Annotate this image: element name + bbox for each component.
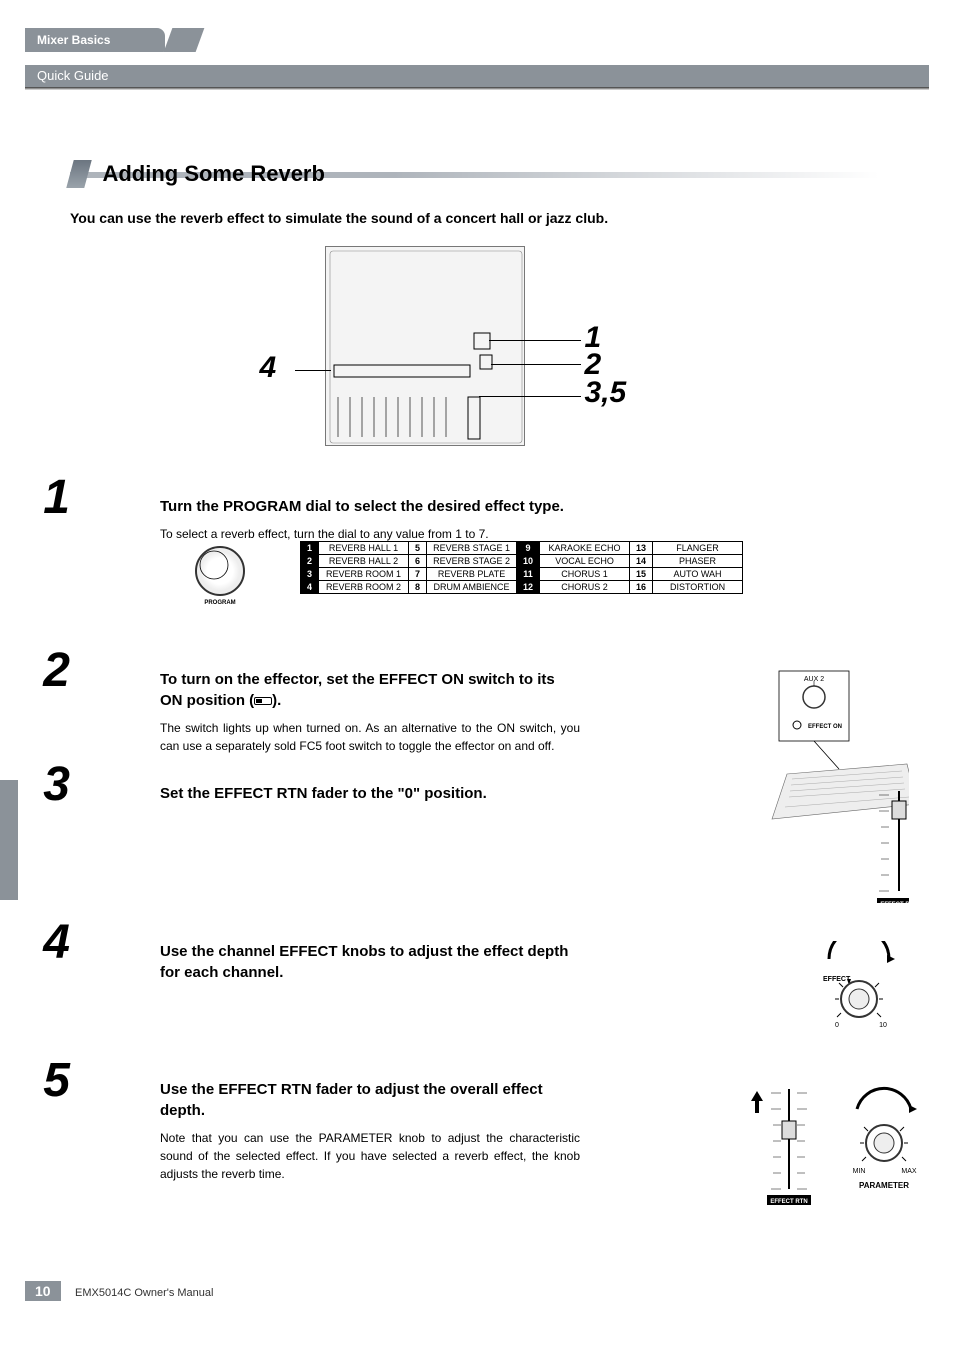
tab-stripes-icon bbox=[168, 28, 208, 52]
effect-label: EFFECT bbox=[823, 976, 851, 983]
program-dial-label: PROGRAM bbox=[190, 600, 250, 606]
effect-name: REVERB ROOM 1 bbox=[319, 568, 409, 581]
chapter-tab: Mixer Basics bbox=[25, 28, 165, 52]
effect-name: DRUM AMBIENCE bbox=[427, 581, 517, 594]
effect-name: KARAOKE ECHO bbox=[540, 542, 630, 555]
step-1: 1 Turn the PROGRAM dial to select the de… bbox=[70, 496, 879, 641]
effect-num: 3 bbox=[301, 568, 319, 581]
page-footer: 10 EMX5014C Owner's Manual bbox=[25, 1281, 929, 1301]
mixer-diagram: 4 1 2 3,5 bbox=[225, 246, 725, 466]
step-number: 5 bbox=[20, 1053, 70, 1108]
section-header: Quick Guide bbox=[25, 65, 929, 87]
param-min-label: MIN bbox=[853, 1168, 866, 1175]
step-title: To turn on the effector, set the EFFECT … bbox=[160, 669, 580, 711]
table-row: 4REVERB ROOM 28DRUM AMBIENCE12CHORUS 216… bbox=[301, 581, 743, 594]
step-body: The switch lights up when turned on. As … bbox=[160, 719, 580, 755]
effect-num: 14 bbox=[630, 555, 653, 568]
effect-name: PHASER bbox=[653, 555, 743, 568]
effect-num: 11 bbox=[517, 568, 540, 581]
step-title-part-b: ). bbox=[272, 692, 281, 709]
effect-num: 10 bbox=[517, 555, 540, 568]
effect-name: CHORUS 1 bbox=[540, 568, 630, 581]
effect-rtn-label: EFFECT RTN bbox=[770, 1199, 807, 1205]
effects-table: 1REVERB HALL 15REVERB STAGE 19KARAOKE EC… bbox=[300, 541, 743, 594]
effect-name: REVERB ROOM 2 bbox=[319, 581, 409, 594]
step-title: Use the channel EFFECT knobs to adjust t… bbox=[160, 941, 580, 983]
page-side-tab bbox=[0, 780, 18, 900]
table-row: 3REVERB ROOM 17REVERB PLATE11CHORUS 115A… bbox=[301, 568, 743, 581]
callout-35: 3,5 bbox=[585, 376, 627, 410]
program-dial-icon: PROGRAM bbox=[190, 546, 250, 621]
step-3-aside: EFFECT RTN bbox=[869, 783, 909, 908]
callout-line bbox=[491, 364, 581, 365]
effect-name: DISTORTION bbox=[653, 581, 743, 594]
effect-name: REVERB HALL 1 bbox=[319, 542, 409, 555]
step-title: Use the EFFECT RTN fader to adjust the o… bbox=[160, 1079, 580, 1121]
effect-name: VOCAL ECHO bbox=[540, 555, 630, 568]
effect-knob-icon: EFFECT 0 10 bbox=[809, 941, 909, 1031]
switch-on-icon bbox=[254, 697, 272, 705]
step-title-part-a: To turn on the effector, set the EFFECT … bbox=[160, 671, 555, 709]
effect-name: REVERB HALL 2 bbox=[319, 555, 409, 568]
section-title-block: Adding Some Reverb bbox=[70, 160, 879, 188]
document-name: EMX5014C Owner's Manual bbox=[75, 1287, 213, 1299]
effect-num: 1 bbox=[301, 542, 319, 555]
step-4: 4 Use the channel EFFECT knobs to adjust… bbox=[70, 941, 879, 1051]
step-number: 1 bbox=[20, 470, 70, 525]
step-3: 3 Set the EFFECT RTN fader to the "0" po… bbox=[70, 783, 879, 913]
effect-name: REVERB STAGE 1 bbox=[427, 542, 517, 555]
dial-ticks-icon bbox=[189, 540, 239, 590]
mixer-box-icon bbox=[325, 246, 525, 446]
mixer-internals-icon bbox=[326, 247, 526, 447]
effect-name: CHORUS 2 bbox=[540, 581, 630, 594]
effect-name: AUTO WAH bbox=[653, 568, 743, 581]
effect-num: 7 bbox=[409, 568, 427, 581]
effect-num: 16 bbox=[630, 581, 653, 594]
callout-4: 4 bbox=[260, 351, 277, 385]
effect-num: 4 bbox=[301, 581, 319, 594]
param-max-label: MAX bbox=[901, 1168, 917, 1175]
step-body: Note that you can use the PARAMETER knob… bbox=[160, 1129, 580, 1183]
step-4-aside: EFFECT 0 10 bbox=[809, 941, 909, 1036]
effect-num: 13 bbox=[630, 542, 653, 555]
effect-num: 12 bbox=[517, 581, 540, 594]
effect-name: FLANGER bbox=[653, 542, 743, 555]
effect-name: REVERB STAGE 2 bbox=[427, 555, 517, 568]
knob-max-label: 10 bbox=[879, 1022, 887, 1029]
header-rule bbox=[25, 87, 929, 90]
step-number: 4 bbox=[20, 915, 70, 970]
effect-num: 5 bbox=[409, 542, 427, 555]
effect-num: 8 bbox=[409, 581, 427, 594]
fader-icon: EFFECT RTN bbox=[869, 783, 909, 903]
step-2: 2 To turn on the effector, set the EFFEC… bbox=[70, 669, 879, 755]
effect-num: 9 bbox=[517, 542, 540, 555]
step-title: Turn the PROGRAM dial to select the desi… bbox=[160, 496, 580, 517]
effect-num: 15 bbox=[630, 568, 653, 581]
table-row: 1REVERB HALL 15REVERB STAGE 19KARAOKE EC… bbox=[301, 542, 743, 555]
step-5-aside: EFFECT RTN MIN MAX PARAMETER bbox=[739, 1079, 929, 1214]
table-row: 2REVERB HALL 26REVERB STAGE 210VOCAL ECH… bbox=[301, 555, 743, 568]
step-number: 3 bbox=[20, 757, 70, 812]
effect-name: REVERB PLATE bbox=[427, 568, 517, 581]
step-5: 5 Use the EFFECT RTN fader to adjust the… bbox=[70, 1079, 879, 1219]
effect-num: 2 bbox=[301, 555, 319, 568]
section-title: Adding Some Reverb bbox=[102, 161, 324, 187]
callout-line bbox=[295, 370, 331, 371]
section-intro: You can use the reverb effect to simulat… bbox=[70, 210, 879, 226]
effect-num: 6 bbox=[409, 555, 427, 568]
effect-rtn-label: EFFECT RTN bbox=[880, 902, 909, 903]
page-number: 10 bbox=[25, 1281, 61, 1301]
parameter-label: PARAMETER bbox=[859, 1181, 909, 1190]
step-title: Set the EFFECT RTN fader to the "0" posi… bbox=[160, 783, 580, 804]
step-number: 2 bbox=[20, 643, 70, 698]
callout-line bbox=[479, 396, 581, 397]
fader-parameter-icon: EFFECT RTN MIN MAX PARAMETER bbox=[739, 1079, 929, 1209]
section-flag-icon bbox=[66, 160, 92, 188]
effect-on-label: EFFECT ON bbox=[808, 724, 842, 730]
knob-min-label: 0 bbox=[835, 1022, 839, 1029]
callout-line bbox=[489, 340, 581, 341]
page-content: Adding Some Reverb You can use the rever… bbox=[70, 130, 879, 1247]
